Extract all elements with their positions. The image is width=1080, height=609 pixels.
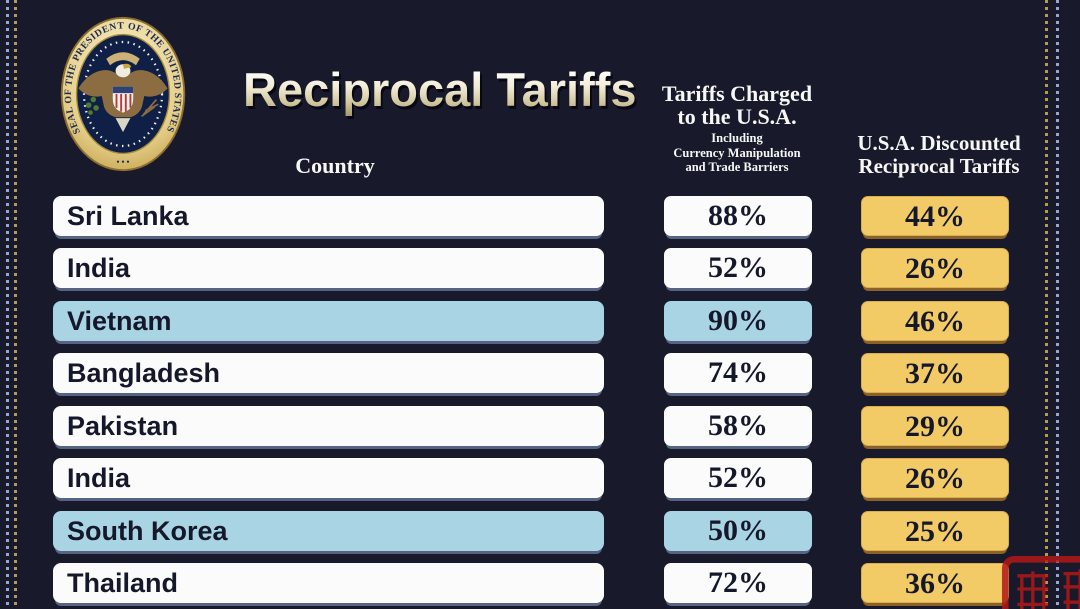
table-row: Pakistan 58% 29% xyxy=(0,405,1080,447)
table-row: Bangladesh 74% 37% xyxy=(0,353,1080,394)
charged-tariff-cell: 88% xyxy=(664,196,812,236)
charged-header-sub1: Including xyxy=(711,131,763,145)
charged-header-sub3: and Trade Barriers xyxy=(685,160,789,174)
charged-tariff-cell: 90% xyxy=(664,300,812,341)
country-cell: Bangladesh xyxy=(53,353,604,394)
charged-tariff-cell: 74% xyxy=(664,353,812,394)
discounted-tariff-cell: 46% xyxy=(861,300,1009,341)
dotted-border-right-outer xyxy=(1056,0,1059,609)
column-header-discounted: U.S.A. Discounted Reciprocal Tariffs xyxy=(833,132,1045,177)
seal-stars: • • • xyxy=(117,158,130,167)
charged-tariff-cell: 58% xyxy=(664,405,812,446)
country-cell: India xyxy=(53,458,604,499)
discounted-tariff-cell: 36% xyxy=(861,563,1009,603)
country-cell: Thailand xyxy=(53,563,604,603)
table-row: India 52% 26% xyxy=(0,248,1080,289)
table-row: South Korea 50% 25% xyxy=(0,510,1080,552)
page-title: Reciprocal Tariffs xyxy=(243,63,637,116)
table-row: Thailand 72% 36% xyxy=(0,563,1080,604)
discounted-tariff-cell: 37% xyxy=(861,353,1009,394)
discounted-tariff-cell: 25% xyxy=(861,510,1009,551)
column-header-country: Country xyxy=(295,153,375,178)
table-row: Vietnam 90% 46% xyxy=(0,300,1080,342)
charged-header-line2: to the U.S.A. xyxy=(677,104,797,129)
chinese-seal-watermark-icon xyxy=(1002,556,1080,609)
country-cell: Pakistan xyxy=(53,405,604,446)
charged-tariff-cell: 52% xyxy=(664,248,812,289)
discounted-header-line1: U.S.A. Discounted xyxy=(857,131,1021,155)
dotted-border-left-outer xyxy=(6,0,9,609)
column-header-charged: Tariffs Charged to the U.S.A. Including … xyxy=(627,82,847,175)
presidential-seal-icon: SEAL OF THE PRESIDENT OF THE UNITED STAT… xyxy=(60,16,186,172)
table-row: India 52% 26% xyxy=(0,458,1080,499)
country-cell: India xyxy=(53,248,604,289)
charged-tariff-cell: 72% xyxy=(664,563,812,603)
dotted-border-right-inner xyxy=(1045,0,1048,609)
discounted-tariff-cell: 29% xyxy=(861,405,1009,446)
eagle-icon xyxy=(78,52,168,133)
country-cell: South Korea xyxy=(53,510,604,551)
country-cell: Vietnam xyxy=(53,300,604,341)
country-cell: Sri Lanka xyxy=(53,196,604,236)
charged-tariff-cell: 50% xyxy=(664,510,812,551)
discounted-tariff-cell: 26% xyxy=(861,248,1009,289)
dotted-border-left-inner xyxy=(14,0,17,609)
table-row: Sri Lanka 88% 44% xyxy=(0,196,1080,237)
discounted-header-line2: Reciprocal Tariffs xyxy=(858,153,1020,178)
discounted-tariff-cell: 44% xyxy=(861,196,1009,236)
charged-tariff-cell: 52% xyxy=(664,458,812,499)
discounted-tariff-cell: 26% xyxy=(861,458,1009,499)
charged-header-sub2: Currency Manipulation xyxy=(673,145,801,160)
charged-header-line1: Tariffs Charged xyxy=(661,81,813,106)
